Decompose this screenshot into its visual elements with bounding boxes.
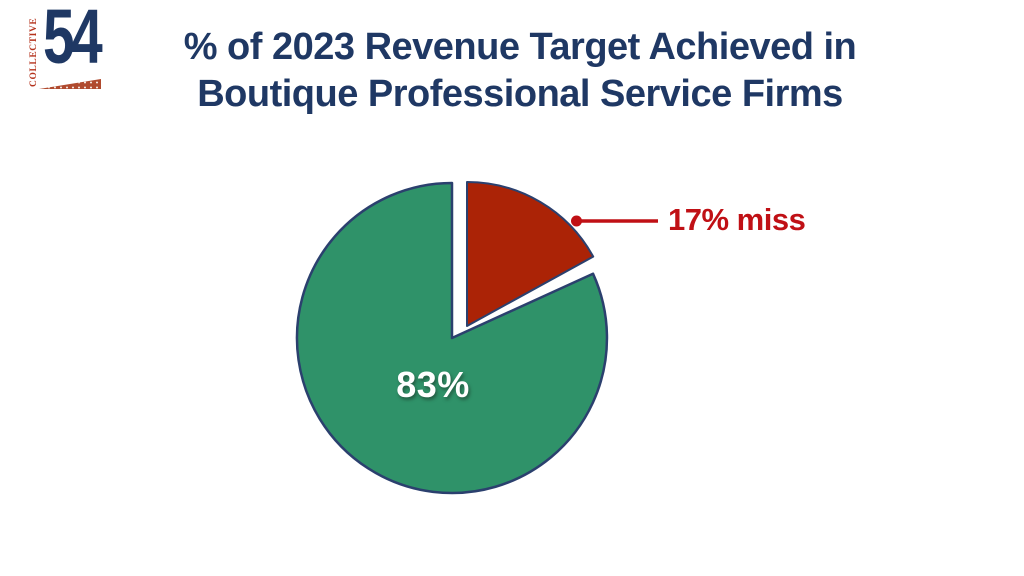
callout-dot xyxy=(571,215,582,227)
chart-title-line2: Boutique Professional Service Firms xyxy=(197,73,843,115)
chart-title-line1: % of 2023 Revenue Target Achieved in xyxy=(183,26,857,68)
pie-slice-achieved xyxy=(295,181,609,495)
chart-title: % of 2023 Revenue Target Achieved in Bou… xyxy=(112,24,928,118)
pie-label-17-miss: 17% miss xyxy=(668,202,806,237)
pie-slice-miss xyxy=(466,181,595,327)
logo-swoosh-shape xyxy=(39,79,101,89)
pie-label-83: 83% xyxy=(396,364,470,405)
collective54-logo: COLLECTIVE 54 xyxy=(28,0,112,104)
logo-54-text: 54 xyxy=(43,0,103,80)
